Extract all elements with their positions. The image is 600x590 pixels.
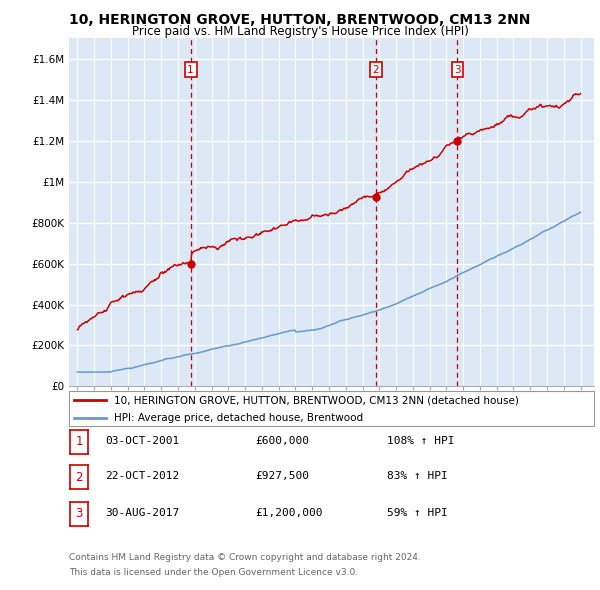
Text: 2: 2 bbox=[76, 471, 83, 484]
Text: 22-OCT-2012: 22-OCT-2012 bbox=[105, 471, 179, 481]
Text: 59% ↑ HPI: 59% ↑ HPI bbox=[387, 508, 448, 518]
Text: 1: 1 bbox=[187, 65, 194, 75]
Text: £927,500: £927,500 bbox=[255, 471, 309, 481]
Text: 1: 1 bbox=[76, 435, 83, 448]
Text: £600,000: £600,000 bbox=[255, 436, 309, 446]
Text: 30-AUG-2017: 30-AUG-2017 bbox=[105, 508, 179, 518]
Text: This data is licensed under the Open Government Licence v3.0.: This data is licensed under the Open Gov… bbox=[69, 568, 358, 577]
Text: HPI: Average price, detached house, Brentwood: HPI: Average price, detached house, Bren… bbox=[113, 413, 363, 423]
Text: 2: 2 bbox=[373, 65, 379, 75]
Text: 108% ↑ HPI: 108% ↑ HPI bbox=[387, 436, 455, 446]
Text: 10, HERINGTON GROVE, HUTTON, BRENTWOOD, CM13 2NN: 10, HERINGTON GROVE, HUTTON, BRENTWOOD, … bbox=[70, 13, 530, 27]
Text: 03-OCT-2001: 03-OCT-2001 bbox=[105, 436, 179, 446]
Text: 3: 3 bbox=[454, 65, 461, 75]
Text: £1,200,000: £1,200,000 bbox=[255, 508, 323, 518]
Text: 10, HERINGTON GROVE, HUTTON, BRENTWOOD, CM13 2NN (detached house): 10, HERINGTON GROVE, HUTTON, BRENTWOOD, … bbox=[113, 395, 518, 405]
Text: Price paid vs. HM Land Registry's House Price Index (HPI): Price paid vs. HM Land Registry's House … bbox=[131, 25, 469, 38]
Text: 3: 3 bbox=[76, 507, 83, 520]
Text: 83% ↑ HPI: 83% ↑ HPI bbox=[387, 471, 448, 481]
Text: Contains HM Land Registry data © Crown copyright and database right 2024.: Contains HM Land Registry data © Crown c… bbox=[69, 553, 421, 562]
